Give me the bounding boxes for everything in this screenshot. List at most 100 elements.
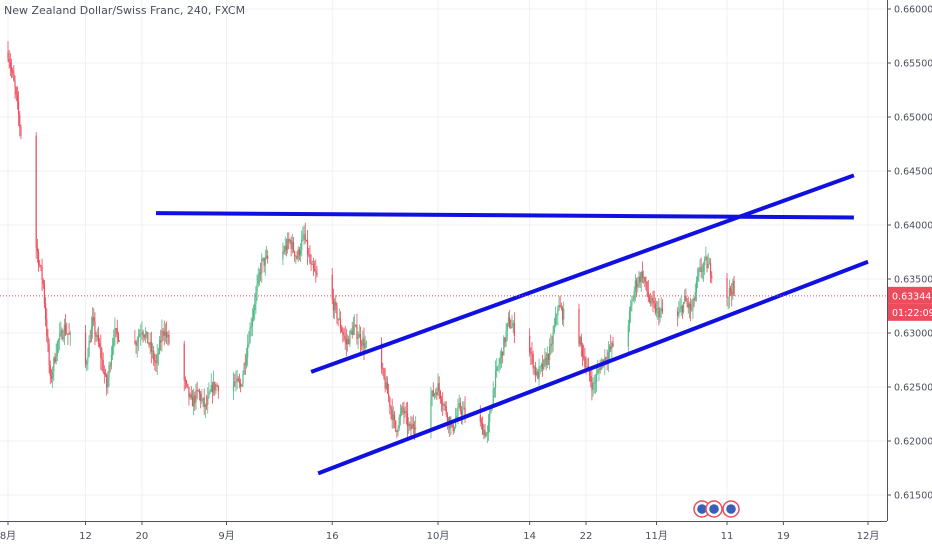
candle-body	[291, 241, 293, 249]
candle-body	[445, 405, 447, 415]
candle-body	[587, 366, 589, 368]
event-marker-flag	[726, 504, 736, 514]
candle-body	[263, 257, 265, 266]
candle-body	[252, 310, 255, 319]
candle-body	[585, 366, 587, 368]
candle-body	[451, 424, 453, 426]
time-tick-label: 14	[523, 531, 536, 542]
candle-body	[505, 330, 507, 343]
candle-body	[708, 263, 710, 265]
candle-body	[141, 332, 143, 334]
candle-body	[107, 377, 109, 388]
candle-body	[697, 276, 699, 282]
candle-body	[633, 290, 635, 299]
candle-body	[551, 343, 553, 345]
candle-body	[140, 333, 142, 335]
candle-body	[704, 258, 706, 266]
candle-body	[596, 373, 598, 383]
candle-body	[234, 382, 236, 383]
candle-body	[305, 240, 308, 241]
candle-body	[102, 360, 104, 372]
candle-body	[284, 245, 286, 252]
candle-body	[237, 378, 239, 382]
candle-body	[460, 410, 463, 415]
candle-body	[540, 364, 542, 367]
candle-body	[12, 70, 14, 74]
candle-body	[267, 255, 269, 259]
candle-body	[161, 330, 163, 343]
candle-body	[256, 283, 258, 292]
candle-body	[103, 371, 105, 375]
candle-body	[86, 361, 88, 365]
time-tick-label: 11	[721, 531, 734, 542]
candle-body	[245, 356, 248, 365]
candle-body	[334, 301, 336, 311]
candle-body	[657, 307, 659, 309]
candle-body	[731, 291, 733, 295]
candle-body	[506, 323, 508, 331]
candle-body	[385, 382, 387, 389]
candle-body	[462, 409, 464, 415]
candle-body	[235, 381, 237, 383]
candle-body	[99, 343, 101, 347]
candle-body	[364, 344, 366, 349]
event-marker-icon[interactable]	[722, 500, 740, 518]
candle-body	[54, 357, 56, 362]
candle-body	[155, 361, 157, 364]
candle-body	[699, 267, 701, 269]
candle-body	[338, 318, 340, 320]
candle-body	[216, 385, 218, 387]
candle-body	[158, 340, 161, 354]
candle-body	[608, 346, 611, 353]
candle-body	[544, 358, 546, 360]
candle-body	[561, 308, 564, 320]
candle-body	[733, 280, 735, 296]
candle-body	[399, 413, 402, 418]
candle-body	[502, 351, 504, 356]
candle-body	[694, 292, 696, 301]
candle-body	[62, 336, 64, 340]
candle-body	[653, 301, 655, 304]
candle-body	[111, 345, 114, 355]
candle-body	[214, 381, 216, 391]
candle-body	[57, 339, 60, 343]
candle-body	[55, 355, 57, 362]
candle-body	[498, 363, 500, 367]
candle-body	[312, 264, 315, 269]
candle-body	[41, 266, 43, 281]
candle-body	[259, 272, 262, 274]
candle-body	[365, 342, 367, 345]
candle-body	[349, 331, 351, 345]
candle-body	[261, 258, 263, 274]
candle-body	[630, 305, 632, 312]
candle-body	[698, 268, 700, 277]
candle-body	[117, 333, 120, 342]
candle-body	[244, 363, 246, 365]
event-marker-icon[interactable]	[705, 500, 723, 518]
candle-body	[190, 394, 192, 398]
candle-body	[536, 371, 538, 376]
candle-body	[458, 402, 460, 407]
price-tick-label: 0.63500	[894, 275, 932, 286]
candle-body	[446, 414, 448, 423]
candle-body	[56, 342, 58, 356]
candle-body	[316, 272, 318, 275]
candle-body	[457, 406, 459, 416]
candle-body	[687, 303, 689, 308]
candle-body	[538, 367, 540, 379]
candle-body	[450, 424, 452, 429]
candle-body	[119, 341, 121, 342]
candle-body	[262, 257, 264, 259]
candle-body	[167, 334, 169, 338]
candle-body	[254, 303, 256, 311]
candle-body	[680, 306, 682, 309]
candle-body	[331, 274, 333, 299]
candle-body	[413, 427, 416, 430]
candle-body	[635, 280, 638, 288]
candle-body	[15, 87, 17, 95]
candle-body	[484, 430, 486, 437]
candle-body	[197, 390, 199, 392]
candle-body	[346, 339, 349, 345]
